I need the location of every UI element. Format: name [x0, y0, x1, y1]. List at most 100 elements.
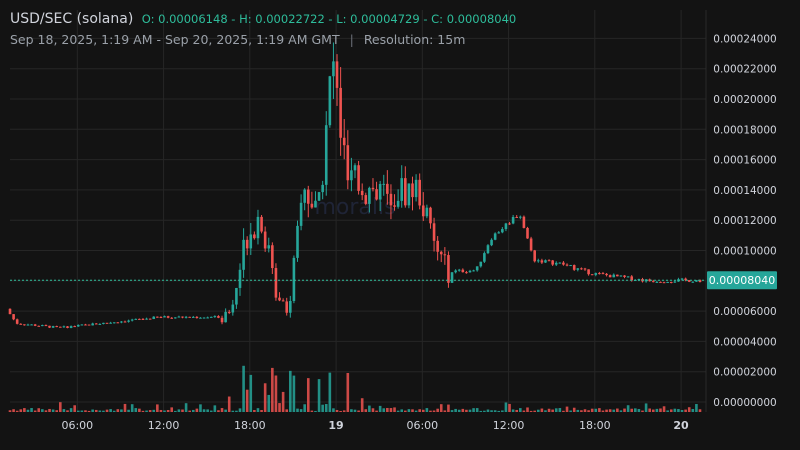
volume-bar — [267, 394, 271, 412]
volume-bar — [174, 410, 177, 412]
volume-bar — [371, 408, 375, 412]
candle-body — [465, 272, 468, 274]
candle-body — [69, 326, 73, 328]
volume-bar — [260, 410, 263, 412]
candle-body — [565, 264, 569, 266]
volume-bar — [551, 409, 554, 412]
candle-body — [429, 207, 432, 224]
candle-body — [102, 322, 105, 324]
candle-body — [91, 323, 94, 326]
volume-bar — [666, 410, 669, 412]
candle-body — [231, 304, 235, 313]
candle-body — [199, 317, 202, 319]
volume-bar — [26, 409, 30, 412]
volume-bar — [76, 410, 80, 412]
price-tick-label: 0.00022000 — [713, 64, 776, 76]
candle-body — [421, 205, 425, 217]
candle-body — [51, 326, 55, 328]
candle-body — [324, 125, 328, 185]
candle-body — [130, 319, 134, 321]
volume-bar — [569, 410, 572, 412]
volume-bar — [386, 407, 389, 412]
volume-bar — [310, 410, 314, 412]
volume-bar — [669, 409, 673, 412]
volume-bar — [292, 375, 296, 412]
volume-bar — [378, 405, 382, 412]
candle-body — [33, 324, 37, 326]
candle-body — [454, 270, 457, 273]
volume-bar — [483, 410, 486, 412]
volume-bar — [447, 404, 450, 412]
volume-bar — [335, 409, 339, 412]
volume-bar — [407, 409, 411, 412]
candle-body — [181, 316, 184, 318]
candle-body — [443, 254, 447, 256]
candle-body — [332, 61, 335, 77]
candle-body — [493, 233, 497, 240]
candle-body — [256, 216, 260, 239]
candle-body — [314, 200, 317, 208]
candle-body — [127, 320, 130, 322]
volume-bar — [468, 409, 472, 412]
candle-body — [41, 325, 44, 327]
candle-body — [562, 262, 565, 265]
volume-bar — [91, 409, 94, 412]
candle-body — [580, 268, 583, 270]
volume-bar — [461, 408, 465, 412]
volume-bar — [130, 404, 134, 412]
volume-bar — [576, 409, 580, 412]
volume-bar — [544, 410, 547, 412]
candle-body — [519, 216, 522, 218]
volume-bar — [418, 409, 421, 412]
volume-bar — [127, 409, 130, 412]
candle-body — [303, 189, 306, 203]
volume-bar — [213, 405, 217, 412]
volume-bar — [94, 409, 98, 412]
candle-body — [245, 239, 249, 249]
volume-bar — [396, 410, 400, 412]
volume-bar — [626, 405, 630, 412]
volume-bar — [490, 410, 493, 412]
volume-bar — [8, 410, 12, 412]
candle-body — [522, 216, 526, 228]
volume-bar — [263, 383, 267, 412]
volume-bar — [98, 410, 102, 412]
candle-body — [23, 324, 26, 326]
candle-body — [306, 189, 310, 204]
volume-bar — [429, 410, 432, 412]
price-tick-label: 0.00006000 — [713, 306, 776, 318]
volume-bar — [479, 410, 483, 412]
time-axis[interactable]: 06:00 12:00 18:00 19 06:00 12:00 18:00 20 — [61, 419, 689, 432]
candle-body — [281, 300, 285, 302]
volume-bar — [465, 409, 468, 412]
candle-body — [404, 178, 407, 206]
price-axis[interactable]: 0.00024000 0.00022000 0.00020000 0.00018000… — [713, 33, 776, 409]
candle-body — [598, 273, 601, 275]
volume-bar — [425, 408, 429, 412]
volume-bar — [594, 408, 598, 412]
volume-bar — [644, 403, 648, 412]
candle-body — [112, 322, 116, 324]
candles — [8, 42, 702, 329]
volume-bar — [285, 409, 289, 412]
candle-body — [669, 281, 673, 283]
price-tick-label: 0.00000000 — [713, 397, 776, 409]
candle-body — [271, 245, 274, 269]
volume-bar — [457, 409, 461, 412]
candle-body — [569, 265, 572, 267]
volume-bar — [120, 409, 123, 412]
volume-bar — [411, 409, 414, 412]
volume-bar — [19, 409, 23, 412]
volume-bar — [526, 407, 529, 412]
volume-bar — [148, 410, 152, 412]
candle-body — [263, 231, 267, 249]
volume-bars — [8, 365, 702, 412]
volume-bar — [616, 408, 619, 412]
volume-bar — [156, 404, 159, 412]
volume-bar — [695, 404, 698, 412]
candle-body — [375, 189, 378, 200]
candle-body — [357, 165, 360, 191]
time-tick-label: 19 — [328, 419, 343, 432]
